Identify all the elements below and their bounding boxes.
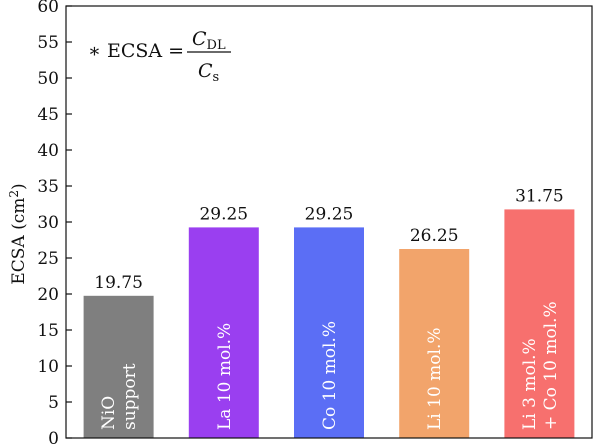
category-label-2: La 10 mol.%: [215, 323, 235, 430]
y-axis-title: ECSA (cm2): [7, 183, 29, 284]
formula-denominator: Cs: [198, 60, 219, 85]
y-tick-label-15: 15: [37, 321, 59, 341]
category-label-4: Li 10 mol.%: [425, 327, 445, 430]
formula-annotation: ∗ ECSA = CDL Cs: [88, 28, 231, 85]
data-label-3: 29.25: [305, 204, 354, 224]
y-axis-title-close: ): [9, 183, 29, 190]
category-label-3: Co 10 mol.%: [320, 321, 340, 430]
bar-5: [504, 209, 575, 438]
data-label-4: 26.25: [410, 226, 459, 246]
y-tick-label-5: 5: [48, 393, 59, 413]
formula-numerator: CDL: [192, 28, 226, 53]
bar-2: [188, 227, 259, 438]
y-tick-label-0: 0: [48, 429, 59, 447]
category-label-1-line-2: support: [120, 363, 140, 430]
data-label-2: 29.25: [199, 204, 248, 224]
y-tick-label-20: 20: [37, 285, 59, 305]
formula-prefix: ∗ ECSA =: [88, 40, 184, 62]
formula-denominator-var: C: [198, 60, 213, 82]
data-label-1: 19.75: [94, 273, 143, 293]
category-label-4-line-1: Li 10 mol.%: [425, 327, 445, 430]
y-tick-label-50: 50: [37, 69, 59, 89]
bars-group: 19.75 NiOsupport 29.25 La 10 mol.% 29.25 Co 1…: [83, 186, 575, 438]
y-tick-label-40: 40: [37, 141, 59, 161]
y-tick-label-25: 25: [37, 249, 59, 269]
formula-denominator-sub: s: [213, 70, 220, 85]
y-tick-label-30: 30: [37, 213, 59, 233]
y-tick-label-60: 60: [37, 0, 59, 17]
axes-group: 0 5 10 15 20 25 30 35 40 45 50 55 60: [37, 0, 593, 447]
y-axis-title-sup: 2: [7, 190, 21, 198]
bar-3: [294, 227, 364, 438]
category-label-3-line-1: Co 10 mol.%: [320, 321, 340, 430]
formula-numerator-var: C: [192, 28, 207, 50]
category-label-5-line-2: + Co 10 mol.%: [541, 301, 561, 430]
y-tick-label-55: 55: [37, 33, 59, 53]
category-label-1-line-1: NiO: [99, 396, 119, 430]
y-tick-label-10: 10: [37, 357, 59, 377]
formula-numerator-sub: DL: [207, 38, 226, 53]
category-label-1: NiOsupport: [99, 363, 140, 430]
y-tick-label-35: 35: [37, 177, 59, 197]
category-label-5-line-1: Li 3 mol.%: [520, 338, 540, 430]
category-label-5: Li 3 mol.%+ Co 10 mol.%: [520, 301, 561, 430]
y-axis-title-main: ECSA (cm: [9, 198, 29, 285]
bar-4: [399, 249, 470, 438]
category-label-2-line-1: La 10 mol.%: [215, 323, 235, 430]
bar-1: [83, 295, 154, 438]
data-label-5: 31.75: [515, 186, 564, 206]
y-tick-label-45: 45: [37, 105, 59, 125]
